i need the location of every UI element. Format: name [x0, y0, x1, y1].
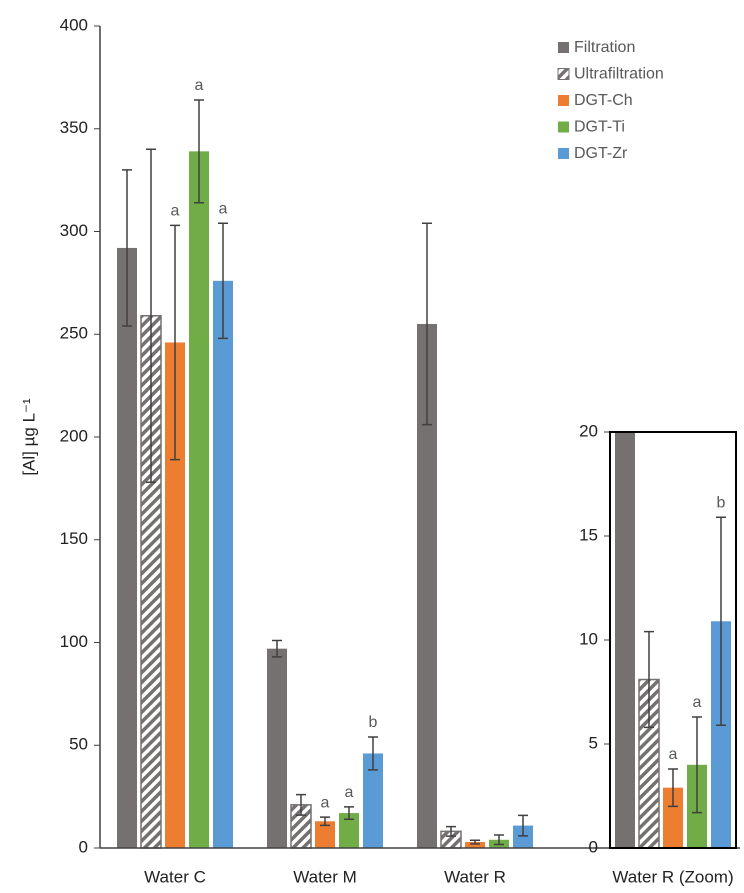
annotation: a: [693, 694, 702, 711]
legend-label: DGT-Zr: [574, 145, 628, 162]
annotation: a: [669, 746, 678, 763]
legend-swatch: [558, 95, 569, 106]
plot-area: [117, 99, 533, 849]
bar: [615, 432, 635, 848]
bar: [339, 813, 359, 848]
y-tick-label: 10: [579, 629, 598, 648]
annotation: a: [219, 200, 228, 217]
y-tick-label: 350: [60, 118, 88, 137]
annotation: b: [369, 714, 378, 731]
error-bar: [296, 793, 306, 816]
y-tick-label: 250: [60, 324, 88, 343]
bar: [363, 753, 383, 848]
annotation: a: [345, 784, 354, 801]
error-bar: [518, 814, 528, 837]
legend-swatch: [558, 42, 569, 53]
error-bar: [470, 839, 480, 845]
inset-frame: [609, 431, 737, 849]
error-bar: [422, 222, 432, 426]
y-tick-label: 100: [60, 632, 88, 651]
error-bar: [218, 222, 228, 340]
annotation: b: [717, 494, 726, 511]
annotation: a: [321, 794, 330, 811]
y-tick-label: 400: [60, 15, 88, 34]
error-bar: [320, 816, 330, 827]
y-axis-label: [Al] µg L⁻¹: [19, 398, 38, 476]
error-bar: [272, 639, 282, 658]
bar: [189, 151, 209, 849]
y-tick-label: 5: [589, 733, 598, 752]
legend-label: DGT-Ch: [574, 92, 633, 109]
error-bar: [368, 736, 378, 771]
error-bar: [716, 516, 726, 727]
legend-label: Filtration: [574, 39, 635, 56]
y-tick-label: 150: [60, 529, 88, 548]
x-tick-label: Water M: [293, 867, 357, 886]
error-bar: [170, 224, 180, 461]
bar: [117, 247, 137, 848]
bar: [711, 621, 731, 848]
y-tick-label: 20: [579, 421, 598, 440]
plot-area: [615, 432, 731, 848]
error-bar: [146, 148, 156, 483]
y-tick-label: 15: [579, 525, 598, 544]
error-bar: [446, 825, 456, 837]
y-tick-label: 50: [69, 735, 88, 754]
bar: [213, 280, 233, 848]
error-bar: [692, 716, 702, 814]
error-bar: [194, 99, 204, 204]
y-tick-label: 200: [60, 426, 88, 445]
y-tick-label: 0: [79, 837, 88, 856]
bar: [663, 787, 683, 848]
x-tick-label: Water R: [444, 867, 506, 886]
y-tick-label: 0: [589, 837, 598, 856]
legend-swatch: [557, 68, 570, 80]
legend-label: DGT-Ti: [574, 119, 625, 136]
error-bar: [668, 768, 678, 808]
legend-swatch: [558, 148, 569, 159]
bar: [315, 821, 335, 848]
y-tick-label: 300: [60, 221, 88, 240]
error-bar: [494, 834, 504, 846]
annotation: a: [195, 77, 204, 94]
error-bar: [344, 806, 354, 820]
bar: [165, 342, 185, 848]
legend-swatch: [558, 121, 569, 133]
bar: [417, 323, 437, 849]
error-bar: [122, 169, 132, 327]
bar: [267, 648, 287, 848]
legend-label: Ultrafiltration: [574, 66, 664, 83]
annotation: a: [171, 203, 180, 220]
error-bar: [644, 630, 654, 729]
bar: [465, 842, 485, 848]
bar: [513, 825, 533, 848]
x-tick-label: Water R (Zoom): [612, 867, 733, 886]
x-tick-label: Water C: [144, 867, 206, 886]
